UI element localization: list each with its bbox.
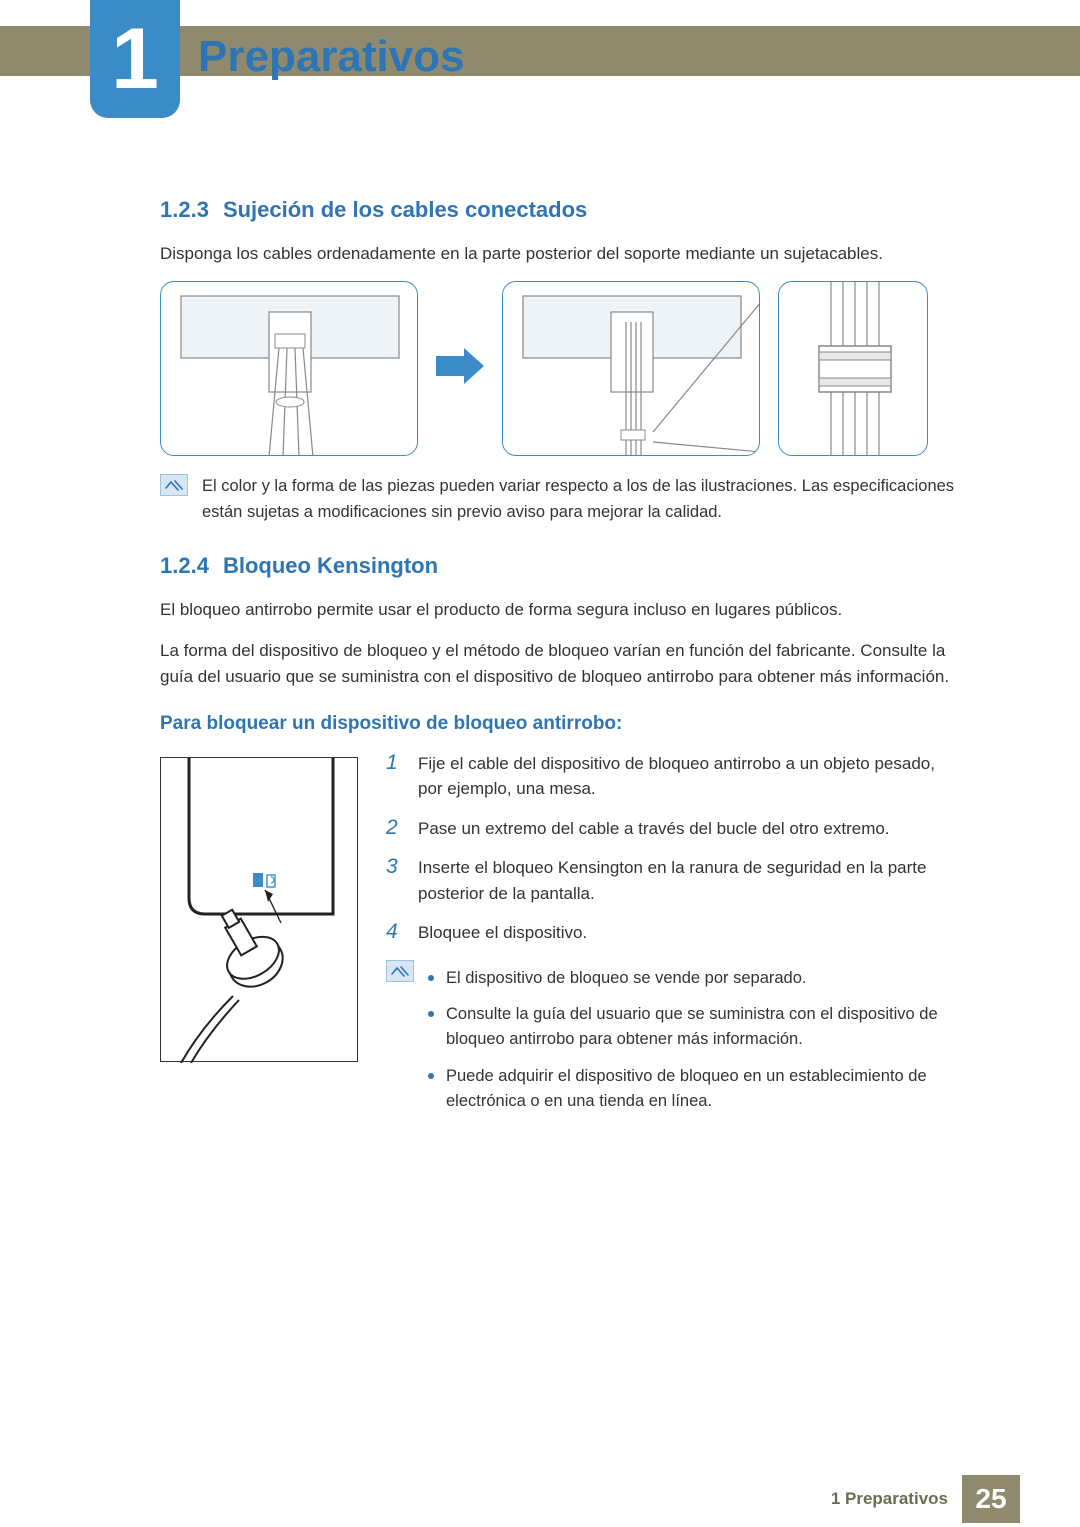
bullet-list: El dispositivo de bloqueo se vende por s… [428,966,960,1126]
section-title: Sujeción de los cables conectados [223,197,587,222]
figure-panel-before [160,281,418,456]
step-item: 3 Inserte el bloqueo Kensington en la ra… [386,855,960,906]
page-content: 1.2.3 Sujeción de los cables conectados D… [160,185,960,1153]
note-row-124: El dispositivo de bloqueo se vende por s… [386,960,960,1126]
chapter-number-tab: 1 [90,0,180,118]
bullet-dot-icon [428,1073,434,1079]
step-number: 2 [386,816,404,842]
footer-page-number: 25 [962,1475,1020,1523]
lock-section: 1 Fije el cable del dispositivo de bloqu… [160,751,960,1154]
body-paragraph: El bloqueo antirrobo permite usar el pro… [160,597,960,623]
note-icon [160,474,188,496]
section-heading-124: 1.2.4 Bloqueo Kensington [160,553,960,579]
step-number: 3 [386,855,404,906]
step-number: 4 [386,920,404,946]
section-intro-text: Disponga los cables ordenadamente en la … [160,241,960,267]
figure-panel-zoom [778,281,928,456]
bullet-item: El dispositivo de bloqueo se vende por s… [428,966,960,991]
kensington-lock-figure [160,757,358,1062]
note-icon [386,960,414,982]
steps-column: 1 Fije el cable del dispositivo de bloqu… [386,751,960,1154]
page-footer: 1 Preparativos 25 [0,1471,1080,1527]
step-item: 1 Fije el cable del dispositivo de bloqu… [386,751,960,802]
note-row-123: El color y la forma de las piezas pueden… [160,474,960,525]
bullet-item: Consulte la guía del usuario que se sumi… [428,1002,960,1052]
bullet-text: Consulte la guía del usuario que se sumi… [446,1002,960,1052]
section-heading-123: 1.2.3 Sujeción de los cables conectados [160,197,960,223]
bullet-text: Puede adquirir el dispositivo de bloqueo… [446,1064,960,1114]
step-number: 1 [386,751,404,802]
chapter-number: 1 [111,10,159,109]
step-item: 4 Bloquee el dispositivo. [386,920,960,946]
cable-figure-row [160,281,960,456]
body-paragraph: La forma del dispositivo de bloqueo y el… [160,638,960,691]
step-text: Fije el cable del dispositivo de bloqueo… [418,751,960,802]
footer-chapter-label: 1 Preparativos [831,1489,948,1509]
step-item: 2 Pase un extremo del cable a través del… [386,816,960,842]
note-text: El color y la forma de las piezas pueden… [202,474,960,525]
bullet-dot-icon [428,975,434,981]
bullet-item: Puede adquirir el dispositivo de bloqueo… [428,1064,960,1114]
sub-heading: Para bloquear un dispositivo de bloqueo … [160,713,960,735]
step-text: Bloquee el dispositivo. [418,920,587,946]
arrow-right-icon [436,348,484,389]
section-title: Bloqueo Kensington [223,553,438,578]
bullet-dot-icon [428,1011,434,1017]
step-text: Inserte el bloqueo Kensington en la ranu… [418,855,960,906]
section-number: 1.2.4 [160,553,209,578]
bullet-text: El dispositivo de bloqueo se vende por s… [446,966,807,991]
figure-panel-after [502,281,760,456]
section-number: 1.2.3 [160,197,209,222]
step-text: Pase un extremo del cable a través del b… [418,816,890,842]
chapter-title: Preparativos [198,32,465,82]
